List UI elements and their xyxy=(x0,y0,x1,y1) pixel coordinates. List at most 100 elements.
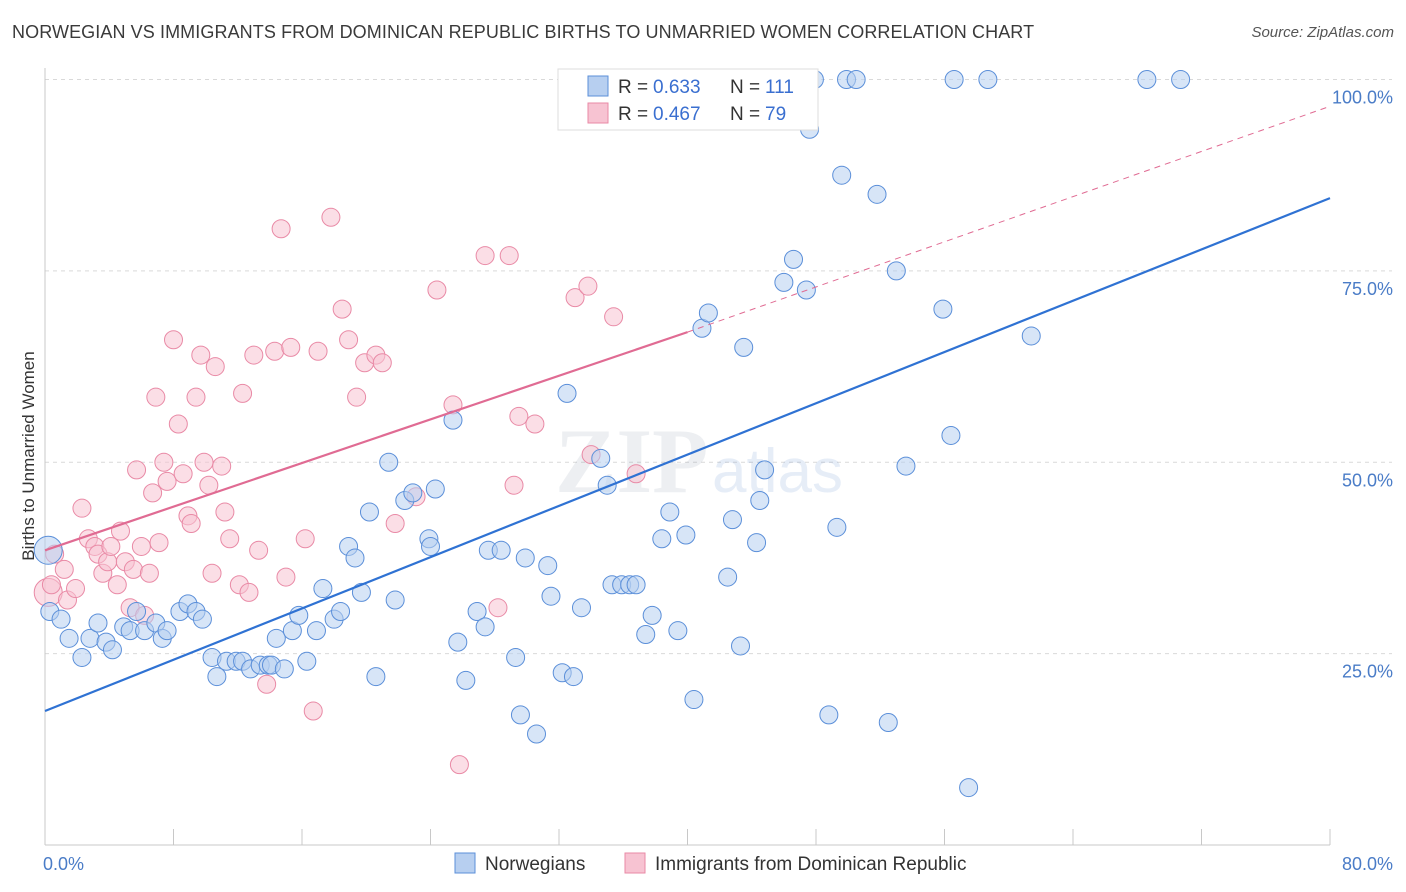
norwegian-point xyxy=(331,602,351,622)
x-tick-label-max: 80.0% xyxy=(1342,854,1393,874)
norwegian-point xyxy=(51,609,71,629)
dominican-point xyxy=(146,387,166,407)
norwegian-point xyxy=(591,448,611,468)
norwegian-point xyxy=(527,724,547,744)
x-tick-labels: 0.0% 80.0% xyxy=(43,829,1393,874)
y-tick-label: 75.0% xyxy=(1342,279,1393,299)
norwegian-point xyxy=(506,647,526,667)
dominican-point xyxy=(295,529,315,549)
series-norwegians-points xyxy=(33,70,1191,798)
dominican-point xyxy=(123,559,143,579)
norwegian-point xyxy=(878,713,898,733)
norwegian-point xyxy=(896,456,916,476)
norwegian-point xyxy=(557,383,577,403)
dominican-point xyxy=(578,276,598,296)
chart-title: NORWEGIAN VS IMMIGRANTS FROM DOMINICAN R… xyxy=(12,22,1035,42)
norwegian-point xyxy=(819,705,839,725)
watermark-zip: ZIP xyxy=(555,410,708,512)
dominican-point xyxy=(509,406,529,426)
bottom-legend-swatch-blue xyxy=(454,852,476,874)
norwegian-point xyxy=(448,632,468,652)
norwegian-point xyxy=(755,460,775,480)
norwegian-point xyxy=(698,303,718,323)
dominican-point xyxy=(154,452,174,472)
dominican-point xyxy=(276,567,296,587)
legend-r-label-2: R = xyxy=(618,104,648,125)
dominican-point xyxy=(107,575,127,595)
dominican-point xyxy=(143,483,163,503)
dominican-point xyxy=(475,246,495,266)
norwegian-point xyxy=(192,609,212,629)
dominican-point xyxy=(332,299,352,319)
norwegian-point xyxy=(1171,70,1191,89)
norwegian-point xyxy=(1021,326,1041,346)
norwegian-point xyxy=(731,636,751,656)
norwegian-point xyxy=(867,184,887,204)
norwegian-point xyxy=(157,621,177,641)
dominican-point xyxy=(385,513,405,533)
legend-r-value-1: 0.633 xyxy=(653,77,701,98)
norwegian-point xyxy=(784,249,804,269)
y-tick-label: 25.0% xyxy=(1342,662,1393,682)
norwegian-point xyxy=(660,502,680,522)
dominican-point xyxy=(54,559,74,579)
dominican-point xyxy=(168,414,188,434)
dominican-point xyxy=(173,464,193,484)
norwegian-point xyxy=(846,70,866,89)
y-tick-labels: 25.0% 50.0% 75.0% 100.0% xyxy=(1332,88,1393,682)
grid xyxy=(45,79,1392,655)
trend-line-dominican-extension xyxy=(687,105,1331,333)
dominican-point xyxy=(205,357,225,377)
norwegian-point xyxy=(642,605,662,625)
norwegian-point xyxy=(750,491,770,511)
dominican-point xyxy=(626,464,646,484)
legend-swatch-blue xyxy=(587,75,609,97)
dominican-point xyxy=(525,414,545,434)
norwegian-point xyxy=(571,598,591,618)
norwegian-point xyxy=(313,579,333,599)
dominican-point xyxy=(249,540,269,560)
dominican-point xyxy=(449,755,469,775)
dominican-point xyxy=(499,246,519,266)
dominican-point xyxy=(339,330,359,350)
y-tick-label: 100.0% xyxy=(1332,88,1393,108)
norwegian-point xyxy=(297,651,317,671)
norwegian-point xyxy=(266,628,286,648)
trend-line-dominican xyxy=(44,331,688,552)
norwegian-point xyxy=(941,425,961,445)
norwegian-point xyxy=(491,540,511,560)
dominican-point xyxy=(239,582,259,602)
norwegian-point xyxy=(832,165,852,185)
dominican-point xyxy=(194,452,214,472)
bottom-legend-norwegians: Norwegians xyxy=(485,854,585,875)
norwegian-point xyxy=(456,670,476,690)
norwegian-point xyxy=(274,659,294,679)
dominican-point xyxy=(565,288,585,308)
norwegian-point xyxy=(359,502,379,522)
norwegian-point xyxy=(827,517,847,537)
norwegian-point xyxy=(538,556,558,576)
dominican-point xyxy=(131,536,151,556)
x-tick-label-min: 0.0% xyxy=(43,854,84,874)
dominican-point xyxy=(191,345,211,365)
source-label: Source: ZipAtlas.com xyxy=(1251,24,1394,41)
bottom-legend-swatch-pink xyxy=(624,852,646,874)
norwegian-point xyxy=(676,525,696,545)
dominican-point xyxy=(149,533,169,553)
norwegian-point xyxy=(385,590,405,610)
norwegian-point xyxy=(652,529,672,549)
dominican-point xyxy=(66,579,86,599)
norwegian-point xyxy=(597,475,617,495)
legend: R = 0.633 N = 111 R = 0.467 N = 79 xyxy=(557,68,819,131)
norwegian-point xyxy=(1137,70,1157,89)
dominican-point xyxy=(427,280,447,300)
watermark: ZIP atlas xyxy=(555,410,843,512)
norwegian-point xyxy=(978,70,998,89)
norwegian-point xyxy=(207,667,227,687)
dominican-point xyxy=(41,575,61,595)
norwegian-point xyxy=(563,667,583,687)
dominican-point xyxy=(244,345,264,365)
legend-n-label-1: N = xyxy=(730,77,760,98)
norwegian-point xyxy=(425,479,445,499)
